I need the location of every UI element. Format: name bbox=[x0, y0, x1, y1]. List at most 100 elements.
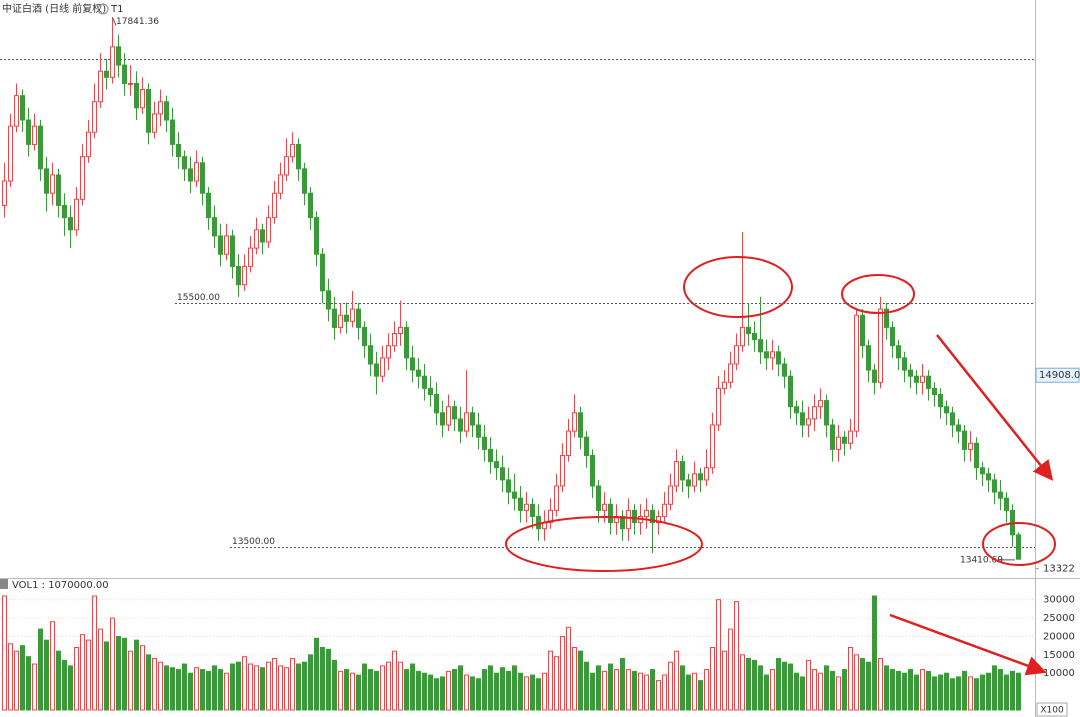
candle-body bbox=[602, 503, 607, 511]
volume-bar bbox=[590, 672, 595, 711]
volume-bar bbox=[560, 635, 565, 711]
volume-bar bbox=[686, 674, 691, 711]
candle-body bbox=[200, 162, 205, 194]
volume-bar bbox=[770, 669, 775, 711]
volume-bar bbox=[800, 676, 805, 711]
candle-body bbox=[500, 467, 505, 481]
volume-bar bbox=[260, 667, 265, 711]
trend-arrow bbox=[889, 613, 1047, 676]
volume-bar bbox=[38, 628, 43, 711]
candle-body bbox=[824, 400, 829, 426]
volume-bar bbox=[476, 678, 481, 711]
volume-bar bbox=[818, 672, 823, 711]
volume-bar bbox=[128, 650, 133, 711]
candle-body bbox=[260, 229, 265, 243]
volume-bar bbox=[806, 659, 811, 711]
candle-body bbox=[68, 217, 73, 231]
chart-subtitle: T1 bbox=[110, 4, 123, 15]
candle-body bbox=[416, 369, 421, 377]
candle-body bbox=[710, 424, 715, 469]
candle-body bbox=[362, 326, 367, 347]
volume-bar bbox=[428, 674, 433, 711]
candle-body bbox=[116, 46, 121, 66]
candle-body bbox=[224, 235, 229, 255]
volume-bar bbox=[890, 669, 895, 711]
candle-body bbox=[950, 412, 955, 426]
candle-body bbox=[134, 82, 139, 109]
volume-bar bbox=[938, 674, 943, 711]
volume-bar bbox=[458, 665, 463, 711]
volume-bar bbox=[626, 669, 631, 711]
candle-body bbox=[776, 351, 781, 365]
candle-body bbox=[92, 101, 97, 133]
volume-bar bbox=[866, 661, 871, 711]
volume-bar bbox=[26, 656, 31, 711]
candle-body bbox=[770, 351, 775, 359]
candle-body bbox=[560, 455, 565, 487]
candle-body bbox=[878, 308, 883, 383]
volume-bar bbox=[776, 658, 781, 711]
volume-bar bbox=[68, 665, 73, 711]
volume-bar bbox=[110, 617, 115, 711]
volume-bar bbox=[998, 669, 1003, 711]
volume-bar bbox=[404, 669, 409, 711]
volume-bar bbox=[1004, 674, 1009, 711]
volume-bar bbox=[740, 654, 745, 711]
volume-bar bbox=[158, 661, 163, 711]
candle-body bbox=[512, 491, 517, 499]
candle-body bbox=[932, 387, 937, 396]
candle-body bbox=[56, 174, 61, 206]
volume-bar bbox=[530, 674, 535, 711]
volume-bar bbox=[170, 667, 175, 711]
candle-body bbox=[98, 70, 103, 103]
reference-label: 13500.00 bbox=[232, 537, 275, 547]
volume-bar bbox=[8, 643, 13, 711]
highlight-ellipse bbox=[841, 274, 915, 314]
volume-bar bbox=[254, 665, 259, 711]
volume-bar bbox=[50, 621, 55, 711]
volume-bar bbox=[944, 672, 949, 711]
candle-body bbox=[314, 217, 319, 255]
candle-body bbox=[320, 253, 325, 292]
candle-body bbox=[44, 168, 49, 194]
volume-bar bbox=[20, 645, 25, 711]
volume-bar bbox=[80, 634, 85, 711]
candle-body bbox=[722, 381, 727, 389]
volume-bar bbox=[356, 674, 361, 711]
candle-body bbox=[74, 198, 79, 231]
y-tick-label: 15000 bbox=[1043, 650, 1075, 661]
volume-bar bbox=[662, 674, 667, 711]
reference-label: 15500.00 bbox=[177, 293, 220, 303]
volume-bar bbox=[44, 639, 49, 711]
volume-bar bbox=[710, 647, 715, 711]
candle-body bbox=[680, 461, 685, 481]
candle-body bbox=[884, 308, 889, 328]
volume-bar bbox=[200, 669, 205, 711]
candle-body bbox=[812, 406, 817, 420]
volume-bar bbox=[896, 670, 901, 711]
volume-bar bbox=[488, 665, 493, 711]
volume-bar bbox=[758, 665, 763, 711]
candle-body bbox=[650, 509, 655, 524]
chart-title: 中证白酒 (日线 前复权) bbox=[2, 2, 106, 15]
volume-bar bbox=[644, 674, 649, 711]
volume-bar bbox=[854, 654, 859, 711]
candle-body bbox=[356, 308, 361, 328]
volume-bar bbox=[344, 669, 349, 711]
volume-bar bbox=[104, 641, 109, 711]
volume-bar bbox=[500, 667, 505, 711]
candle-body bbox=[152, 113, 157, 133]
volume-bar bbox=[86, 639, 91, 711]
candle-body bbox=[380, 357, 385, 377]
highlight-ellipse bbox=[683, 256, 793, 318]
candle-body bbox=[398, 326, 403, 335]
candle-body bbox=[692, 473, 697, 487]
candle-body bbox=[104, 70, 109, 78]
volume-bar bbox=[962, 670, 967, 711]
candle-body bbox=[674, 461, 679, 487]
volume-bar bbox=[848, 647, 853, 711]
candle-body bbox=[530, 503, 535, 517]
candle-body bbox=[608, 503, 613, 524]
volume-bar bbox=[566, 626, 571, 711]
volume-bar bbox=[608, 663, 613, 711]
